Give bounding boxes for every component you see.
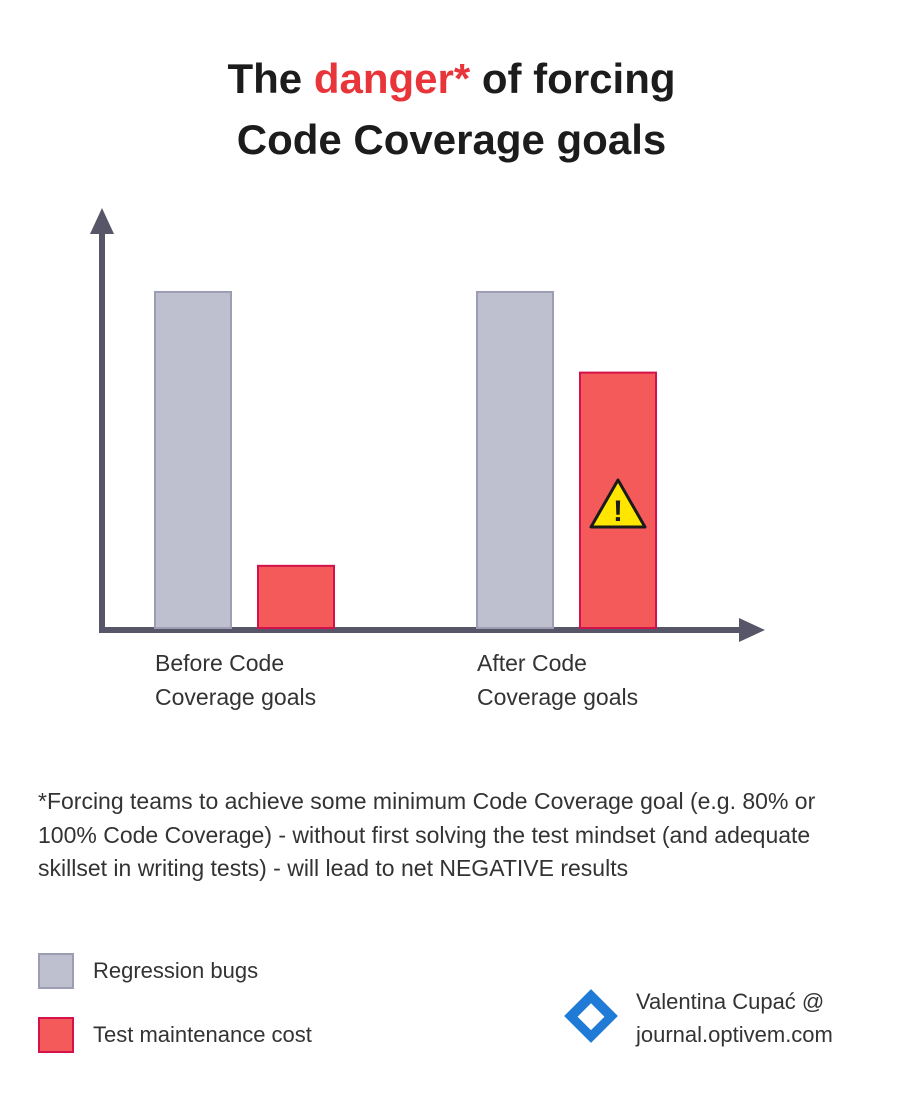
category-label-after: After Code Coverage goals	[477, 650, 639, 710]
category-label-before: Before Code Coverage goals	[155, 650, 317, 710]
bar-test-maintenance-cost-before	[257, 564, 335, 630]
title-accent-word: danger*	[313, 55, 471, 102]
legend-label-test-maintenance-cost: Test maintenance cost	[93, 1022, 312, 1047]
legend-swatch-test-maintenance-cost	[38, 1017, 74, 1053]
bar-regression-bugs-after	[476, 290, 554, 630]
warning-icon: !	[589, 478, 647, 529]
title-line-2: Code Coverage goals	[236, 116, 667, 163]
author-credit-text: Valentina Cupać @ journal.optivem.com	[636, 989, 833, 1047]
chart-title: The danger* of forcing Code Coverage goa…	[0, 48, 903, 170]
legend-swatch-regression-bugs	[38, 953, 74, 989]
x-axis-arrow	[739, 618, 765, 642]
legend-item-test-maintenance-cost: Test maintenance cost	[38, 1016, 312, 1054]
legend-item-regression-bugs: Regression bugs	[38, 952, 258, 990]
chart-axes	[90, 208, 765, 642]
footnote: *Forcing teams to achieve some minimum C…	[38, 788, 816, 881]
warning-triangle	[589, 478, 647, 529]
y-axis-arrow	[90, 208, 114, 234]
legend-label-regression-bugs: Regression bugs	[93, 958, 259, 983]
bar-regression-bugs-before	[154, 290, 232, 630]
chart-bars: !	[154, 290, 657, 630]
title-text-start: The	[227, 55, 314, 102]
title-line-1: The danger* of forcing	[0, 48, 903, 109]
warning-exclamation: !	[613, 495, 623, 528]
author-credit: Valentina Cupać @ journal.optivem.com	[562, 985, 833, 1051]
bar-chart: !	[90, 208, 765, 642]
diamond-logo-icon	[564, 989, 618, 1043]
title-text-end: of forcing	[470, 55, 676, 102]
